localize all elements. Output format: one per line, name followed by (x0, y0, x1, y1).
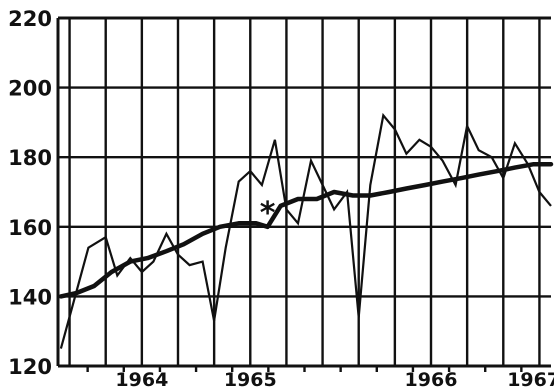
y-tick-label: 120 (8, 355, 52, 379)
x-tick-label: 1966 (405, 369, 458, 391)
annotations: * (260, 196, 276, 231)
y-tick-label: 160 (8, 216, 52, 240)
y-tick-label: 200 (8, 77, 52, 101)
y-tick-label: 220 (8, 7, 52, 31)
x-tick-label: 1967 (507, 369, 554, 391)
y-tick-label: 140 (8, 285, 52, 309)
asterisk-annotation: * (260, 196, 276, 231)
x-tick-label: 1964 (115, 369, 168, 391)
y-tick-label: 180 (8, 146, 52, 170)
x-tick-label: 1965 (224, 369, 277, 391)
